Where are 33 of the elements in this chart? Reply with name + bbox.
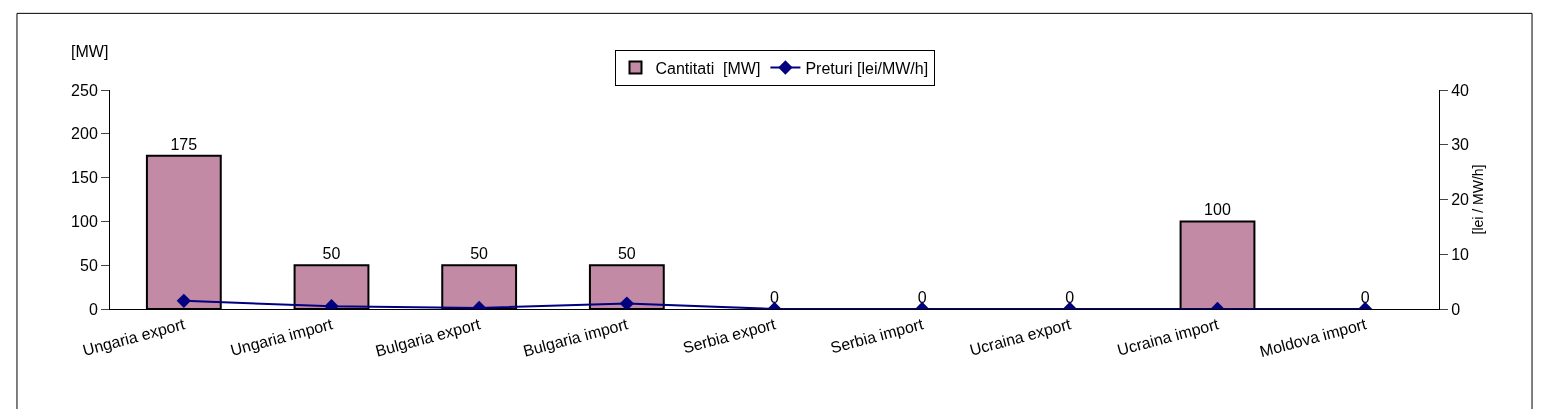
legend-label: Cantitati [MW]	[655, 59, 761, 77]
x-tick-label: Moldova import	[1257, 315, 1369, 361]
y2-tick-label: 10	[1451, 245, 1470, 263]
x-tick-label: Bulgaria import	[521, 315, 631, 360]
y-tick-label: 200	[71, 125, 98, 143]
legend-label: Preturi [lei/MW/h]	[805, 59, 929, 77]
x-tick-label: Ucraina export	[967, 315, 1074, 359]
y2-axis-title: [lei / MW/h]	[1470, 164, 1487, 235]
data-label: 100	[1204, 201, 1231, 219]
x-tick-label: Serbia export	[681, 315, 778, 357]
y-tick-label: 0	[88, 300, 98, 318]
y2-tick-label: 20	[1451, 191, 1470, 209]
y-tick-label: 50	[80, 256, 98, 274]
y2-tick-label: 40	[1451, 81, 1470, 99]
data-label: 50	[617, 245, 636, 263]
x-tick-label: Ungaria import	[228, 315, 335, 359]
data-label: 0	[1065, 289, 1075, 306]
data-label: 0	[917, 289, 927, 306]
x-tick-label: Bulgaria export	[373, 315, 483, 360]
y2-tick-label: 0	[1451, 300, 1461, 318]
x-tick-label: Ungaria export	[80, 315, 188, 359]
data-label: 0	[770, 289, 779, 306]
y-tick-label: 250	[71, 81, 98, 99]
y2-tick-label: 30	[1451, 136, 1470, 154]
data-label: 50	[470, 245, 489, 263]
x-tick-label: Ucraina import	[1115, 315, 1221, 359]
y-axis-title: [MW]	[71, 43, 109, 60]
y-tick-label: 100	[71, 213, 98, 230]
data-label: 50	[322, 245, 341, 263]
x-tick-label: Serbia import	[828, 315, 926, 357]
data-label: 0	[1360, 289, 1370, 306]
data-label: 175	[170, 135, 198, 153]
y-tick-label: 150	[71, 169, 98, 187]
